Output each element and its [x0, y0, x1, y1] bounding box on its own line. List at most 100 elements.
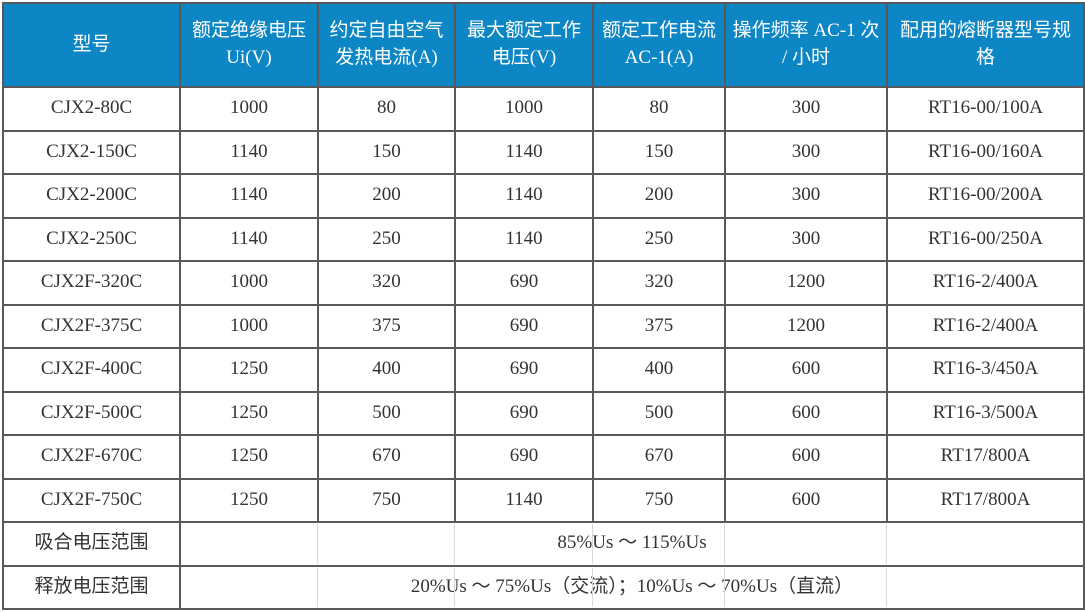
cell-thermal-current: 750: [317, 477, 456, 523]
cell-fuse-spec: RT16-3/450A: [886, 347, 1085, 393]
cell-operational-current-ac1: 500: [592, 390, 726, 436]
cell-rated-insulation-voltage: 1000: [179, 86, 319, 132]
cell-operating-frequency: 300: [724, 173, 888, 219]
cell-fuse-spec: RT16-00/200A: [886, 173, 1085, 219]
header-operating-frequency: 操作频率 AC-1 次 / 小时: [724, 2, 888, 88]
cell-fuse-spec: RT16-2/400A: [886, 260, 1085, 306]
table-row: CJX2-150C 1140 150 1140 150 300 RT16-00/…: [2, 129, 1085, 175]
table-row: CJX2F-500C 1250 500 690 500 600 RT16-3/5…: [2, 390, 1085, 436]
faint-gridline: [886, 524, 887, 564]
pickup-voltage-value: 85%Us ～ 115%Us: [179, 521, 1085, 567]
table-row: CJX2F-670C 1250 670 690 670 600 RT17/800…: [2, 434, 1085, 480]
cell-rated-insulation-voltage: 1250: [179, 347, 319, 393]
cell-model: CJX2-80C: [2, 86, 181, 132]
cell-operational-current-ac1: 670: [592, 434, 726, 480]
cell-operational-current-ac1: 250: [592, 216, 726, 262]
table-header: 型号 额定绝缘电压 Ui(V) 约定自由空气发热电流(A) 最大额定工作电压(V…: [2, 2, 1085, 88]
pickup-voltage-text: 85%Us ～ 115%Us: [557, 532, 707, 554]
cell-thermal-current: 320: [317, 260, 456, 306]
cell-operational-current-ac1: 750: [592, 477, 726, 523]
header-fuse-type-spec: 配用的熔断器型号规格: [886, 2, 1085, 88]
cell-fuse-spec: RT16-00/250A: [886, 216, 1085, 262]
faint-gridline: [317, 524, 318, 564]
cell-model: CJX2F-320C: [2, 260, 181, 306]
cell-fuse-spec: RT17/800A: [886, 477, 1085, 523]
header-conventional-free-air-thermal-current: 约定自由空气发热电流(A): [317, 2, 456, 88]
cell-thermal-current: 500: [317, 390, 456, 436]
cell-operating-frequency: 300: [724, 86, 888, 132]
header-rated-operational-current-ac1: 额定工作电流 AC-1(A): [592, 2, 726, 88]
cell-rated-insulation-voltage: 1140: [179, 129, 319, 175]
cell-thermal-current: 670: [317, 434, 456, 480]
cell-rated-insulation-voltage: 1250: [179, 434, 319, 480]
cell-thermal-current: 150: [317, 129, 456, 175]
cell-model: CJX2F-400C: [2, 347, 181, 393]
cell-rated-insulation-voltage: 1000: [179, 260, 319, 306]
cell-operational-current-ac1: 200: [592, 173, 726, 219]
faint-gridline: [317, 567, 318, 607]
row-pickup-voltage-range: 吸合电压范围 85%Us ～ 115%Us: [2, 521, 1085, 567]
cell-operating-frequency: 300: [724, 129, 888, 175]
row-release-voltage-range: 释放电压范围 20%Us ～ 75%Us（交流）；10%Us ～ 70%Us（直…: [2, 564, 1085, 610]
cell-thermal-current: 80: [317, 86, 456, 132]
cell-operating-frequency: 600: [724, 347, 888, 393]
cell-max-operational-voltage: 1140: [454, 173, 594, 219]
table-body: CJX2-80C 1000 80 1000 80 300 RT16-00/100…: [2, 86, 1085, 523]
header-rated-insulation-voltage: 额定绝缘电压 Ui(V): [179, 2, 319, 88]
cell-operating-frequency: 600: [724, 390, 888, 436]
cell-thermal-current: 250: [317, 216, 456, 262]
cell-fuse-spec: RT16-2/400A: [886, 303, 1085, 349]
cell-operating-frequency: 1200: [724, 260, 888, 306]
cell-model: CJX2-250C: [2, 216, 181, 262]
cell-fuse-spec: RT17/800A: [886, 434, 1085, 480]
cell-operating-frequency: 300: [724, 216, 888, 262]
cell-model: CJX2F-375C: [2, 303, 181, 349]
cell-fuse-spec: RT16-00/160A: [886, 129, 1085, 175]
cell-operating-frequency: 600: [724, 434, 888, 480]
cell-model: CJX2F-500C: [2, 390, 181, 436]
release-voltage-label: 释放电压范围: [2, 564, 181, 610]
faint-gridline: [724, 524, 725, 564]
cell-max-operational-voltage: 690: [454, 303, 594, 349]
cell-max-operational-voltage: 1140: [454, 129, 594, 175]
table-row: CJX2F-400C 1250 400 690 400 600 RT16-3/4…: [2, 347, 1085, 393]
cell-operational-current-ac1: 400: [592, 347, 726, 393]
pickup-voltage-label: 吸合电压范围: [2, 521, 181, 567]
cell-operational-current-ac1: 80: [592, 86, 726, 132]
release-voltage-text: 20%Us ～ 75%Us（交流）；10%Us ～ 70%Us（直流）: [410, 575, 854, 597]
cell-max-operational-voltage: 1000: [454, 86, 594, 132]
header-max-rated-operational-voltage: 最大额定工作电压(V): [454, 2, 594, 88]
cell-operational-current-ac1: 320: [592, 260, 726, 306]
cell-rated-insulation-voltage: 1250: [179, 390, 319, 436]
cell-rated-insulation-voltage: 1000: [179, 303, 319, 349]
table-row: CJX2F-750C 1250 750 1140 750 600 RT17/80…: [2, 477, 1085, 523]
cell-thermal-current: 400: [317, 347, 456, 393]
cell-thermal-current: 375: [317, 303, 456, 349]
cell-max-operational-voltage: 690: [454, 260, 594, 306]
table-row: CJX2F-375C 1000 375 690 375 1200 RT16-2/…: [2, 303, 1085, 349]
cell-model: CJX2F-670C: [2, 434, 181, 480]
cell-operational-current-ac1: 150: [592, 129, 726, 175]
release-voltage-value: 20%Us ～ 75%Us（交流）；10%Us ～ 70%Us（直流）: [179, 564, 1085, 610]
cell-model: CJX2F-750C: [2, 477, 181, 523]
table-footer: 吸合电压范围 85%Us ～ 115%Us 释放电压范围: [2, 521, 1085, 610]
table-row: CJX2-200C 1140 200 1140 200 300 RT16-00/…: [2, 173, 1085, 219]
cell-operating-frequency: 1200: [724, 303, 888, 349]
cell-operating-frequency: 600: [724, 477, 888, 523]
cell-max-operational-voltage: 1140: [454, 477, 594, 523]
cell-max-operational-voltage: 690: [454, 434, 594, 480]
cell-thermal-current: 200: [317, 173, 456, 219]
table-row: CJX2-80C 1000 80 1000 80 300 RT16-00/100…: [2, 86, 1085, 132]
cell-model: CJX2-150C: [2, 129, 181, 175]
cell-rated-insulation-voltage: 1250: [179, 477, 319, 523]
cell-max-operational-voltage: 690: [454, 390, 594, 436]
faint-gridline: [454, 524, 455, 564]
header-row: 型号 额定绝缘电压 Ui(V) 约定自由空气发热电流(A) 最大额定工作电压(V…: [2, 2, 1085, 88]
cell-operational-current-ac1: 375: [592, 303, 726, 349]
cell-fuse-spec: RT16-3/500A: [886, 390, 1085, 436]
cell-rated-insulation-voltage: 1140: [179, 173, 319, 219]
table-row: CJX2-250C 1140 250 1140 250 300 RT16-00/…: [2, 216, 1085, 262]
cell-max-operational-voltage: 690: [454, 347, 594, 393]
